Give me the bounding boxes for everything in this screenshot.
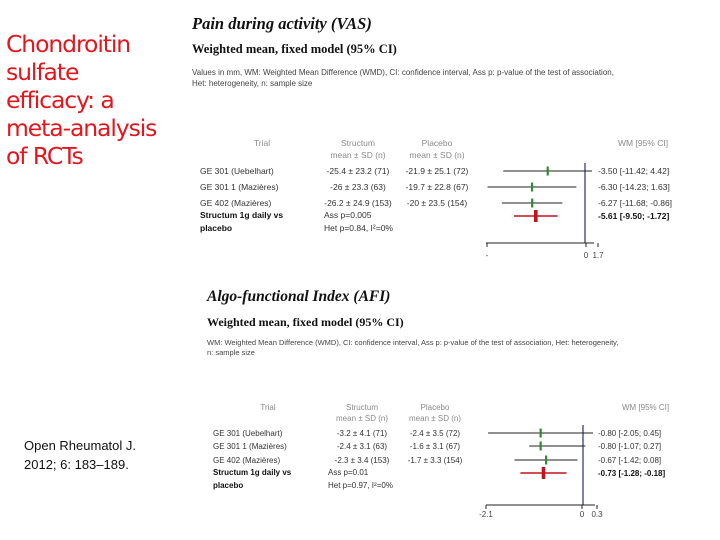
vas-study-wm: -3.50 [-11.42; 4.42] [598, 166, 669, 176]
afi-study-structum: -2.3 ± 3.4 (153) [335, 456, 390, 465]
panel-vas-title: Pain during activity (VAS) [192, 14, 372, 33]
vas-study-structum: -26.2 ± 24.9 (153) [324, 198, 392, 208]
slide-title-line: Chondroitin [6, 30, 131, 58]
afi-study-structum: -2.4 ± 3.1 (63) [337, 442, 388, 451]
vas-study-structum: -25.4 ± 23.2 (71) [327, 166, 390, 176]
vas-pooled-name: Structum 1g daily vs [200, 210, 283, 220]
afi-study-wm: -0.80 [-2.05; 0.45] [598, 429, 661, 438]
afi-study-name: GE 301 1 (Mazières) [213, 442, 287, 451]
afi-pooled-wm: -0.73 [-1.28; -0.18] [598, 469, 665, 478]
citation-line: 2012; 6: 183–189. [24, 457, 129, 472]
afi-header-structum-stat: mean ± SD (n) [336, 414, 388, 423]
vas-study-marker [546, 166, 549, 176]
vas-pooled-marker [534, 210, 538, 222]
citation: Open Rheumatol J. 2012; 6: 183–189. [24, 436, 136, 474]
panel-vas-note-line: Het: heterogeneity, n: sample size [192, 79, 313, 88]
afi-pooled-het: Het p=0.97, I²=0% [328, 481, 393, 490]
vas-header-trial: Trial [254, 138, 270, 148]
vas-study-placebo: -21.9 ± 25.1 (72) [406, 166, 469, 176]
vas-header-wm: WM [95% CI] [618, 138, 668, 148]
afi-pooled-name: Structum 1g daily vs [213, 468, 292, 477]
afi-header-placebo-stat: mean ± SD (n) [409, 414, 461, 423]
panel-vas-subtitle: Weighted mean, fixed model (95% CI) [192, 42, 397, 56]
vas-study-structum: -26 ± 23.3 (63) [330, 182, 386, 192]
afi-study-placebo: -2.4 ± 3.5 (72) [410, 429, 461, 438]
afi-header-trial: Trial [260, 403, 275, 412]
afi-header-wm: WM [95% CI] [622, 403, 669, 412]
vas-study-marker [531, 198, 534, 208]
vas-study-name: GE 301 1 (Mazières) [200, 182, 279, 192]
afi-pooled-name: placebo [213, 481, 243, 490]
slide-title-line: efficacy: a [6, 86, 115, 114]
citation-line: Open Rheumatol J. [24, 438, 137, 453]
vas-x-tick-label: 1.7 [592, 251, 604, 260]
afi-study-marker [539, 428, 542, 438]
slide-title-line: of RCTs [6, 142, 84, 170]
vas-study-placebo: -19.7 ± 22.8 (67) [406, 182, 469, 192]
afi-pooled-ass: Ass p=0.01 [328, 468, 369, 477]
slide-title-line: meta-analysis [6, 114, 157, 142]
afi-study-structum: -3.2 ± 4.1 (71) [337, 429, 388, 438]
panel-afi-note-line: n: sample size [207, 348, 255, 357]
vas-study-name: GE 402 (Mazières) [200, 198, 271, 208]
slide-title: Chondroitin sulfate efficacy: a meta-ana… [6, 30, 196, 170]
slide-title-line: sulfate [6, 58, 79, 86]
vas-study-placebo: -20 ± 23.5 (154) [407, 198, 468, 208]
vas-study-wm: -6.30 [-14.23; 1.63] [598, 182, 670, 192]
vas-study-name: GE 301 (Uebelhart) [200, 166, 274, 176]
panel-afi-subtitle: Weighted mean, fixed model (95% CI) [207, 315, 404, 329]
panel-vas-note-line: Values in mm, WM: Weighted Mean Differen… [192, 68, 614, 77]
afi-study-wm: -0.67 [-1.42; 0.08] [598, 456, 661, 465]
afi-x-tick-label: 0.3 [591, 510, 603, 519]
afi-pooled-marker [541, 467, 546, 479]
vas-study-wm: -6.27 [-11.68; -0.86] [598, 198, 672, 208]
afi-study-name: GE 301 (Uebelhart) [213, 429, 283, 438]
vas-study-marker [530, 182, 534, 192]
afi-study-marker [539, 441, 542, 451]
panel-afi-title: Algo-functional Index (AFI) [207, 288, 391, 305]
vas-header-placebo-stat: mean ± SD (n) [409, 150, 464, 160]
afi-study-name: GE 402 (Mazières) [213, 456, 280, 465]
vas-header-placebo: Placebo [422, 138, 453, 148]
afi-header-placebo: Placebo [421, 403, 450, 412]
afi-study-placebo: -1.6 ± 3.1 (67) [410, 442, 461, 451]
vas-pooled-wm: -5.61 [-9.50; -1.72] [598, 211, 670, 221]
vas-header-structum-stat: mean ± SD (n) [330, 150, 385, 160]
vas-header-structum: Structum [341, 138, 375, 148]
vas-pooled-name: placebo [200, 223, 232, 233]
afi-study-placebo: -1.7 ± 3.3 (154) [408, 456, 463, 465]
vas-x-tick-label: - [486, 251, 489, 260]
vas-pooled-ass: Ass p=0.005 [324, 210, 372, 220]
vas-x-tick-label: 0 [584, 251, 589, 260]
afi-x-tick-label: 0 [580, 510, 585, 519]
afi-header-structum: Structum [346, 403, 378, 412]
afi-study-wm: -0.80 [-1.07; 0.27] [598, 442, 661, 451]
panel-afi-note-line: WM: Weighted Mean Difference (WMD), CI: … [207, 338, 619, 347]
vas-pooled-het: Het p=0.84, I²=0% [324, 223, 393, 233]
afi-study-marker [545, 455, 548, 465]
afi-x-tick-label: -2.1 [479, 510, 493, 519]
